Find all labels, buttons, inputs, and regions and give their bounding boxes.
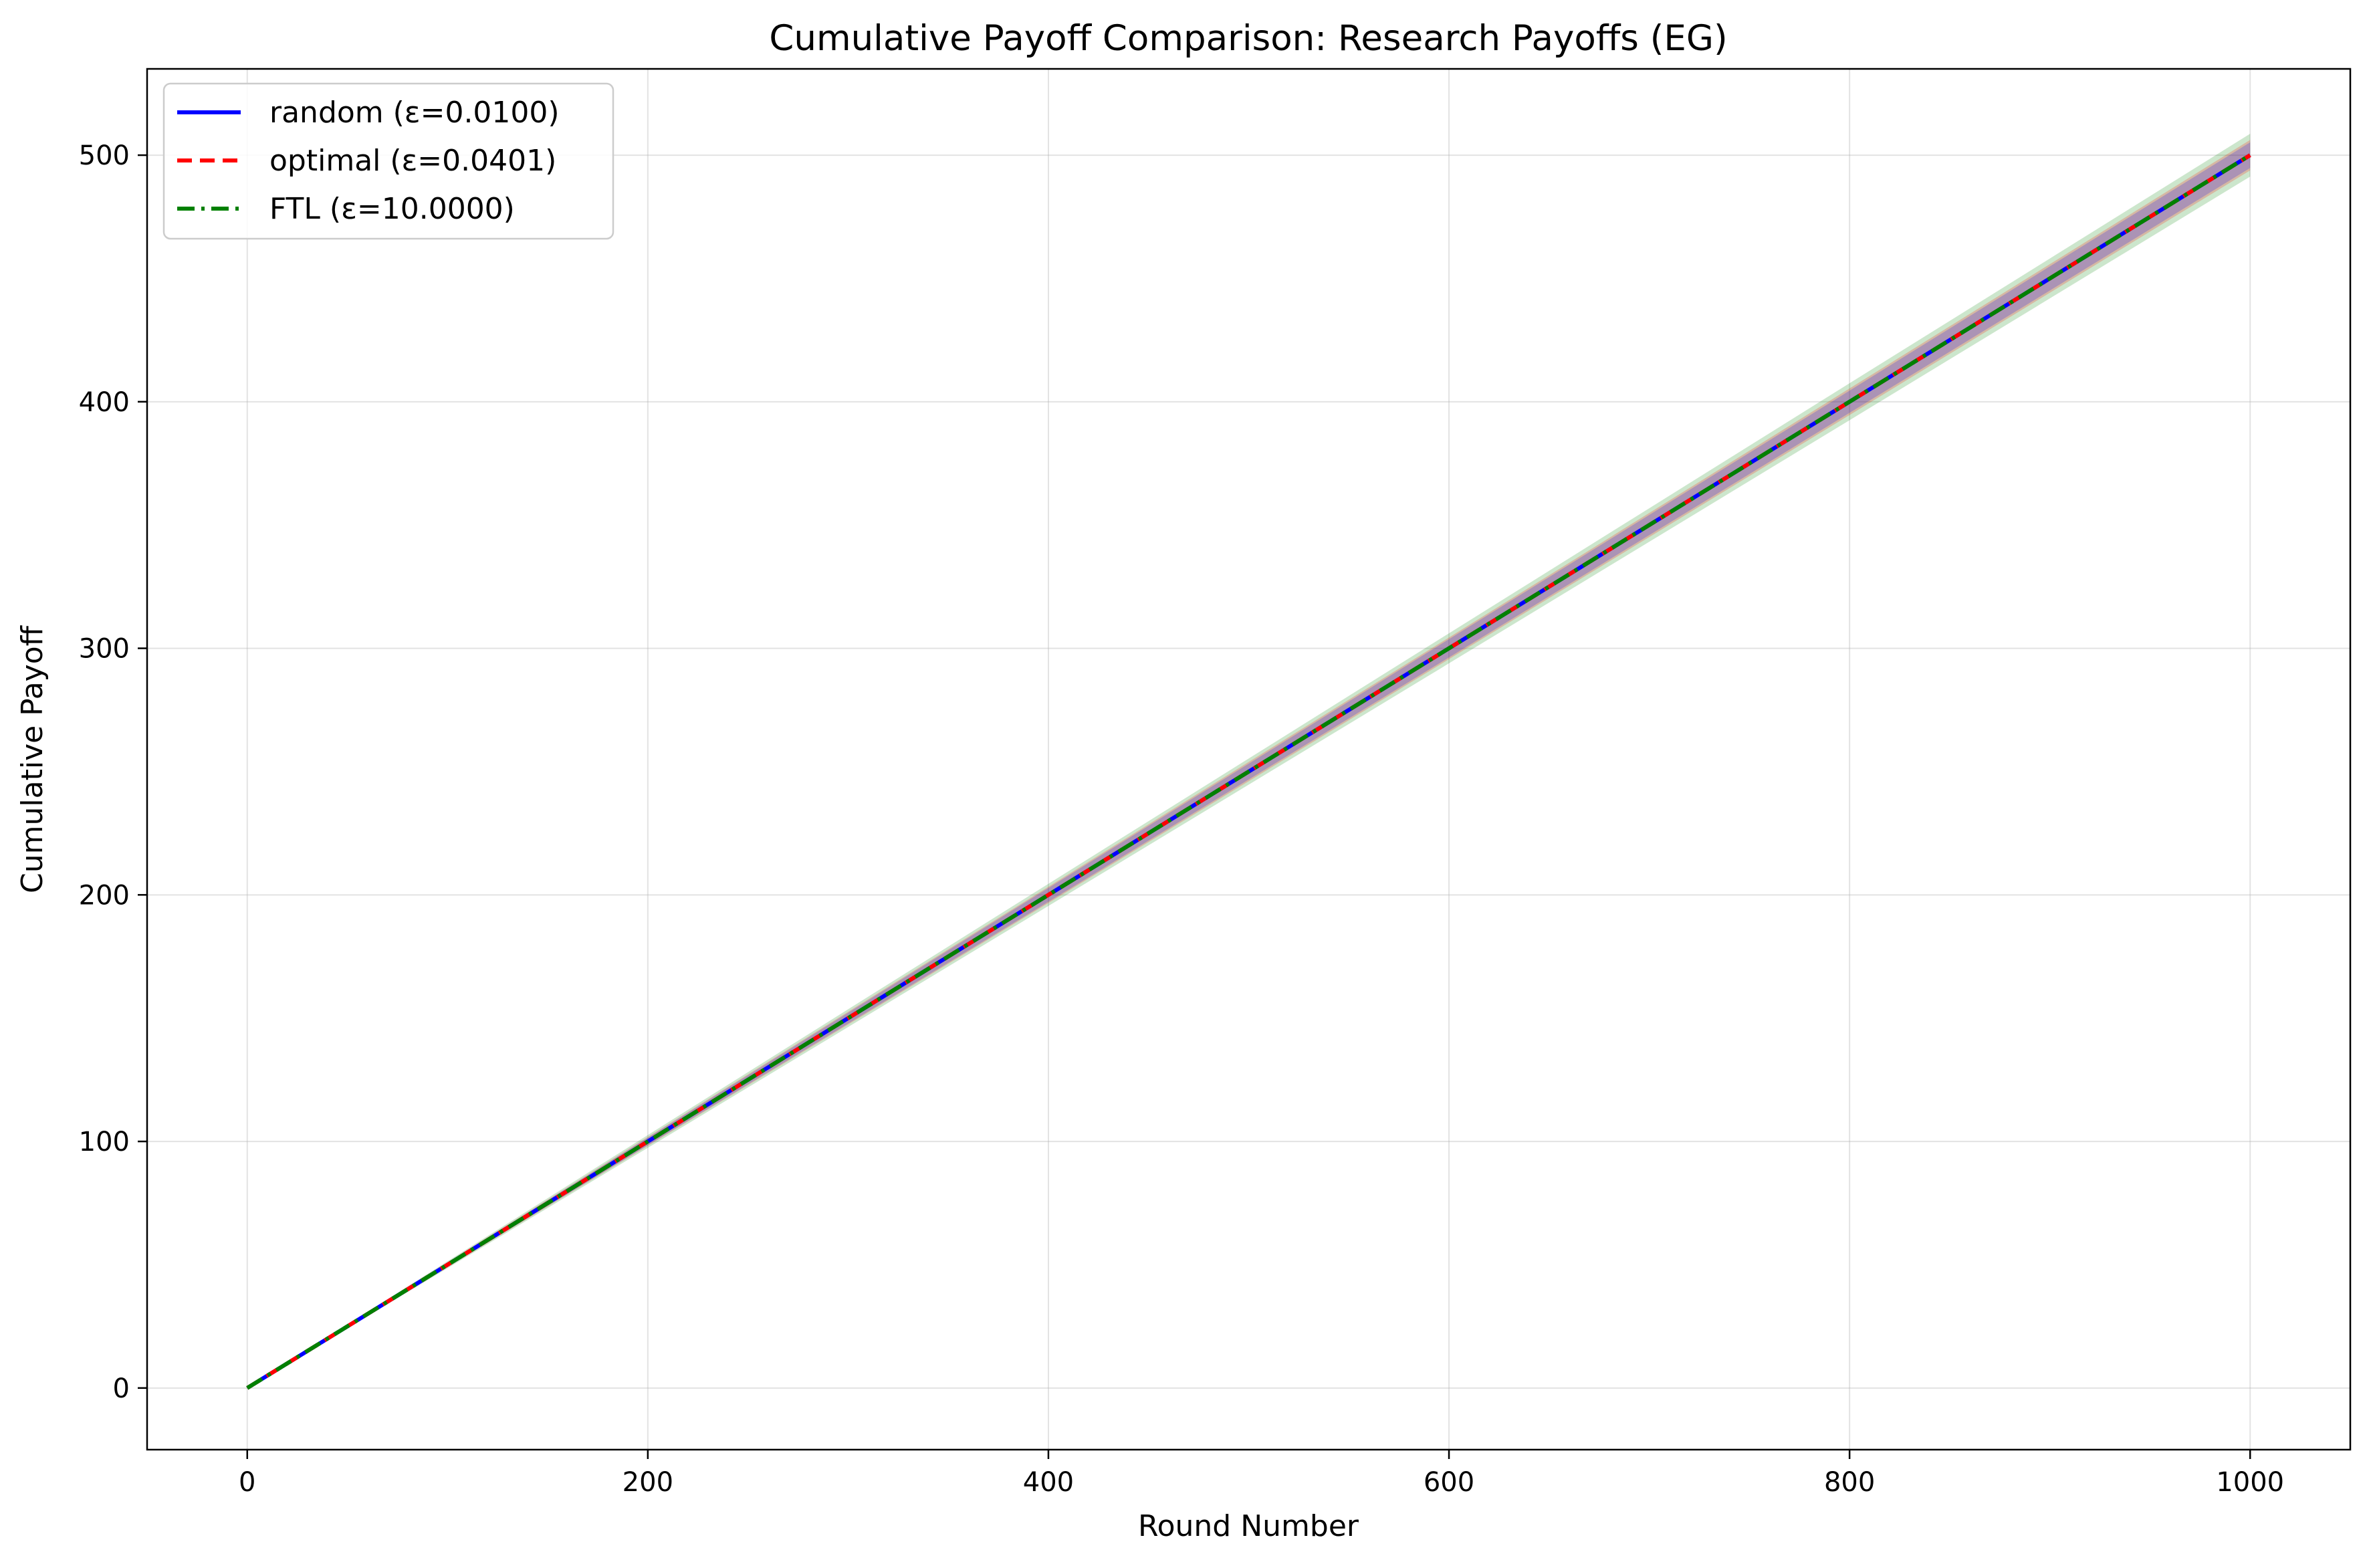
x-axis-title: Round Number (1138, 1509, 1359, 1543)
chart-title: Cumulative Payoff Comparison: Research P… (769, 18, 1727, 59)
x-tick-label: 1000 (2216, 1467, 2284, 1498)
legend-label: optimal (ε=0.0401) (269, 144, 556, 178)
x-tick-label: 600 (1424, 1467, 1474, 1498)
x-tick-label: 0 (239, 1467, 255, 1498)
confidence-bands (247, 133, 2251, 1388)
grid-layer (147, 69, 2350, 1450)
confidence-band (247, 142, 2251, 1388)
y-axis-ticks: 0 100 200 300 400 500 (79, 140, 147, 1404)
legend: random (ε=0.0100) optimal (ε=0.0401) FTL (… (162, 82, 614, 240)
x-tick-label: 400 (1023, 1467, 1074, 1498)
confidence-band (247, 133, 2251, 1388)
legend-label: random (ε=0.0100) (269, 96, 560, 130)
plot-area-frame (146, 68, 2352, 1451)
y-axis-title: Cumulative Payoff (15, 625, 49, 893)
series-lines (246, 153, 2251, 1390)
y-tick-label: 500 (79, 140, 130, 171)
x-tick-label: 200 (623, 1467, 673, 1498)
y-tick-label: 0 (113, 1373, 130, 1404)
x-axis-ticks: 0 200 400 600 800 1000 (239, 1450, 2284, 1498)
confidence-band (247, 140, 2251, 1388)
x-tick-label: 800 (1824, 1467, 1875, 1498)
series-line (246, 153, 2251, 1390)
y-tick-label: 400 (79, 387, 130, 418)
legend-label: FTL (ε=10.0000) (269, 192, 515, 226)
y-tick-label: 300 (79, 634, 130, 665)
legend-box (162, 82, 614, 240)
y-tick-label: 200 (79, 880, 130, 911)
y-tick-label: 100 (79, 1127, 130, 1157)
